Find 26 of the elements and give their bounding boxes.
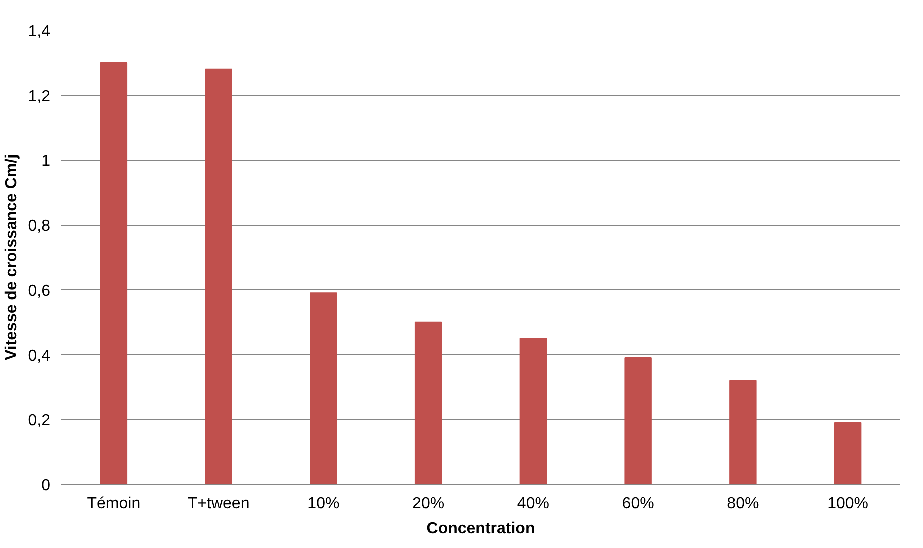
bar xyxy=(205,68,232,484)
y-tick-label: 1 xyxy=(42,153,51,170)
x-tick-label: T+tween xyxy=(188,496,250,512)
bar xyxy=(310,292,338,484)
y-tick-label: 0,4 xyxy=(28,348,51,365)
bar xyxy=(624,358,652,484)
x-axis-title: Concentration xyxy=(426,520,536,538)
y-tick-label: 0 xyxy=(42,478,51,494)
bar xyxy=(730,380,757,484)
bar xyxy=(414,322,442,484)
x-tick-label: 40% xyxy=(517,496,550,512)
y-axis-title: Vitesse de croissance Cm/j xyxy=(3,154,20,361)
y-tick-label: 1,2 xyxy=(28,88,51,106)
x-tick-label: 10% xyxy=(308,496,340,512)
x-tick-label: 80% xyxy=(727,496,760,512)
y-tick-label: 1,4 xyxy=(28,24,51,40)
y-tick-label: 0,6 xyxy=(28,282,51,300)
y-tick-label: 0,8 xyxy=(28,218,51,236)
x-tick-label: Témoin xyxy=(87,496,141,512)
bar xyxy=(100,62,128,484)
x-tick-label: 100% xyxy=(828,496,869,512)
x-tick-label: 20% xyxy=(412,496,445,512)
y-tick-label: 0,2 xyxy=(28,412,51,430)
bar xyxy=(520,338,548,484)
bar xyxy=(834,422,862,484)
x-tick-label: 60% xyxy=(622,496,654,512)
